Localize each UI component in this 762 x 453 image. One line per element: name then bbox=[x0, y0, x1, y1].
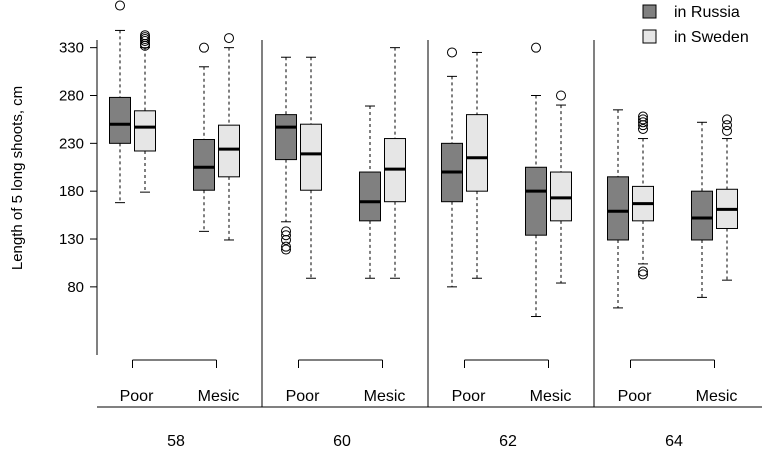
site-label-mesic: Mesic bbox=[364, 388, 406, 405]
group-label: 60 bbox=[333, 433, 351, 450]
legend-swatch bbox=[642, 4, 657, 19]
outlier-point bbox=[531, 42, 541, 53]
outlier-point bbox=[281, 230, 291, 241]
outlier-point bbox=[638, 266, 648, 277]
y-tick-label: 180 bbox=[59, 183, 84, 200]
box-iqr bbox=[109, 96, 131, 144]
y-tick-label: 330 bbox=[59, 40, 84, 57]
group-label: 58 bbox=[167, 433, 185, 450]
box-62-poor-sweden bbox=[466, 51, 488, 279]
site-label-mesic: Mesic bbox=[530, 388, 572, 405]
box-iqr bbox=[193, 139, 215, 191]
box-64-poor-sweden bbox=[632, 111, 654, 280]
box-iqr bbox=[275, 114, 297, 161]
plot-area: 80 130 180 230 280 330 Poor Mesic 58 Poor Mesic 60 P… bbox=[59, 0, 762, 450]
site-label-poor: Poor bbox=[452, 388, 486, 405]
y-tick-label: 130 bbox=[59, 231, 84, 248]
box-58-mesic-russia bbox=[193, 42, 215, 232]
site-label-poor: Poor bbox=[286, 388, 320, 405]
y-tick-label: 280 bbox=[59, 87, 84, 104]
group-label: 62 bbox=[499, 433, 517, 450]
outlier-point bbox=[638, 123, 648, 134]
box-iqr bbox=[607, 176, 629, 241]
outlier-point bbox=[638, 269, 648, 280]
outlier-point bbox=[638, 114, 648, 125]
legend-swatch bbox=[642, 29, 657, 44]
y-axis-label: Length of 5 long shoots, cm bbox=[9, 86, 26, 270]
box-58-poor-russia bbox=[109, 0, 131, 204]
box-62-poor-russia bbox=[441, 47, 463, 288]
box-60-poor-sweden bbox=[300, 56, 322, 279]
legend-label: in Russia bbox=[674, 4, 740, 21]
box-64-mesic-russia bbox=[691, 121, 713, 298]
box-iqr bbox=[218, 124, 240, 178]
outlier-point bbox=[140, 30, 150, 41]
site-label-mesic: Mesic bbox=[198, 388, 240, 405]
box-iqr bbox=[691, 190, 713, 241]
box-64-poor-russia bbox=[607, 109, 629, 309]
legend-label: in Sweden bbox=[674, 29, 749, 46]
y-tick-label: 230 bbox=[59, 135, 84, 152]
y-tick-label: 80 bbox=[67, 279, 84, 296]
outlier-point bbox=[281, 226, 291, 237]
outlier-point bbox=[638, 111, 648, 122]
group-label: 64 bbox=[665, 433, 683, 450]
box-60-poor-russia bbox=[275, 56, 297, 255]
box-60-mesic-sweden bbox=[384, 47, 406, 279]
outlier-point bbox=[556, 90, 566, 101]
outlier-point bbox=[722, 125, 732, 136]
outlier-point bbox=[447, 47, 457, 58]
box-iqr bbox=[525, 166, 547, 236]
box-62-mesic-sweden bbox=[550, 90, 572, 284]
outlier-point bbox=[281, 241, 291, 252]
outlier-point bbox=[281, 244, 291, 255]
site-label-mesic: Mesic bbox=[696, 388, 738, 405]
site-label-poor: Poor bbox=[618, 388, 652, 405]
outlier-point bbox=[199, 42, 209, 53]
outlier-point bbox=[638, 117, 648, 128]
box-iqr bbox=[359, 171, 381, 222]
box-iqr bbox=[300, 123, 322, 191]
box-58-mesic-sweden bbox=[218, 33, 240, 241]
outlier-point bbox=[722, 114, 732, 125]
box-60-mesic-russia bbox=[359, 105, 381, 279]
box-iqr bbox=[466, 114, 488, 192]
box-64-mesic-sweden bbox=[716, 114, 738, 281]
site-label-poor: Poor bbox=[120, 388, 154, 405]
outlier-point bbox=[722, 120, 732, 131]
box-58-poor-sweden bbox=[134, 30, 156, 193]
outlier-point bbox=[224, 33, 234, 44]
box-iqr bbox=[134, 110, 156, 152]
outlier-point bbox=[115, 0, 125, 11]
box-62-mesic-russia bbox=[525, 42, 547, 318]
